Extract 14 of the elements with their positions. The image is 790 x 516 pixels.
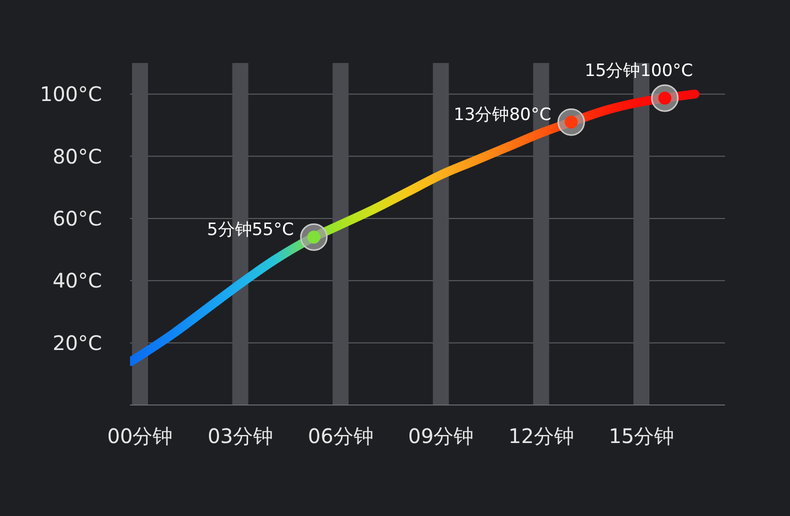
x-tick-label: 00分钟: [107, 424, 173, 448]
x-tick-label: 12分钟: [508, 424, 574, 448]
x-tick-label: 06分钟: [308, 424, 374, 448]
y-tick-label: 100°C: [40, 82, 102, 106]
y-tick-label: 80°C: [52, 144, 102, 168]
annotation: 13分钟80°C: [454, 105, 552, 126]
y-tick-label: 40°C: [52, 268, 102, 293]
annotation: 5分钟55°C: [207, 220, 294, 240]
x-tick-label: 15分钟: [608, 424, 674, 448]
y-tick-label: 20°C: [52, 330, 102, 355]
y-tick-label: 60°C: [52, 206, 102, 231]
x-tick-label: 03分钟: [208, 424, 274, 448]
annotation: 15分钟100°C: [584, 61, 694, 82]
x-tick-label: 09分钟: [408, 424, 474, 448]
